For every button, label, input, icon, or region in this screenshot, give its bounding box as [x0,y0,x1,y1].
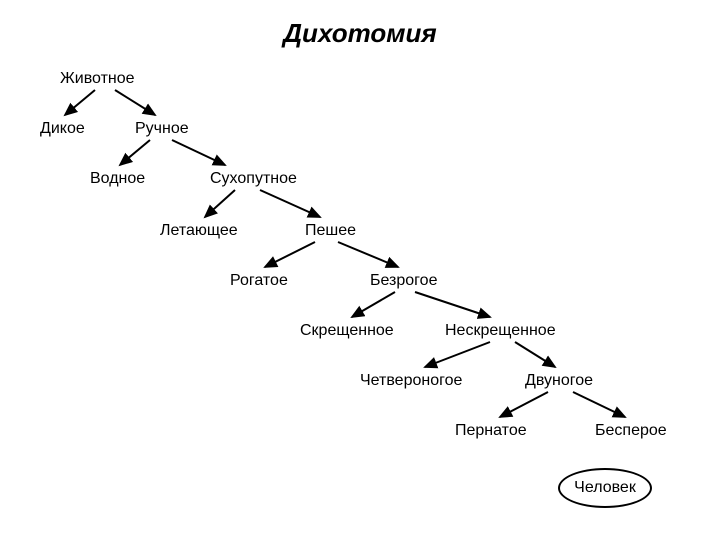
node-animal: Животное [60,70,135,88]
node-horned: Рогатое [230,272,288,290]
edge-5 [260,190,320,217]
node-biped: Двуногое [525,372,593,390]
edge-6 [265,242,315,267]
node-featherless: Бесперое [595,422,667,440]
node-hornless: Безрогое [370,272,437,290]
edge-8 [352,292,395,317]
node-uncrossed: Нескрещенное [445,322,556,340]
edge-9 [415,292,490,317]
node-feathered: Пернатое [455,422,527,440]
edge-2 [120,140,150,165]
edge-3 [172,140,225,165]
edge-12 [500,392,548,417]
node-aquatic: Водное [90,170,145,188]
node-walking: Пешее [305,222,356,240]
final-node-human: Человек [558,468,652,508]
node-quadruped: Четвероногое [360,372,462,390]
edge-13 [573,392,625,417]
page-title: Дихотомия [0,18,720,49]
node-wild: Дикое [40,120,85,138]
edge-11 [515,342,555,367]
node-land: Сухопутное [210,170,297,188]
node-tame: Ручное [135,120,189,138]
edge-7 [338,242,398,267]
edge-10 [425,342,490,367]
edge-0 [65,90,95,115]
final-node-label: Человек [574,480,636,496]
node-crossed: Скрещенное [300,322,394,340]
edge-4 [205,190,235,217]
edge-1 [115,90,155,115]
node-flying: Летающее [160,222,238,240]
